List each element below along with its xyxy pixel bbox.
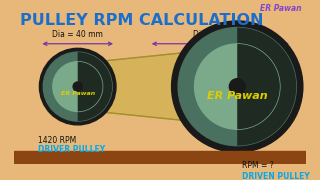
Wedge shape xyxy=(237,28,296,146)
Bar xyxy=(14,151,306,164)
Circle shape xyxy=(73,82,82,91)
Wedge shape xyxy=(237,44,280,129)
Text: DRIVER PULLEY: DRIVER PULLEY xyxy=(38,145,105,154)
Wedge shape xyxy=(78,62,103,111)
Wedge shape xyxy=(78,52,112,121)
Text: PULLEY RPM CALCULATION: PULLEY RPM CALCULATION xyxy=(20,13,264,28)
Circle shape xyxy=(195,44,280,129)
Circle shape xyxy=(172,21,303,152)
Text: Dia = 40 mm: Dia = 40 mm xyxy=(52,30,103,39)
Circle shape xyxy=(178,28,296,146)
Circle shape xyxy=(229,79,245,94)
Text: ER Pawan: ER Pawan xyxy=(260,4,302,13)
Circle shape xyxy=(43,52,112,121)
Circle shape xyxy=(39,48,116,125)
Polygon shape xyxy=(78,47,237,126)
Text: DRIVEN PULLEY: DRIVEN PULLEY xyxy=(242,172,309,180)
Text: 1420 RPM: 1420 RPM xyxy=(38,136,76,145)
Text: ER Pawan: ER Pawan xyxy=(60,91,95,96)
Text: RPM = ?: RPM = ? xyxy=(242,161,274,170)
Circle shape xyxy=(53,62,103,111)
Text: Dia = 120 mm: Dia = 120 mm xyxy=(193,30,248,39)
Text: ER Pawan: ER Pawan xyxy=(207,91,268,101)
